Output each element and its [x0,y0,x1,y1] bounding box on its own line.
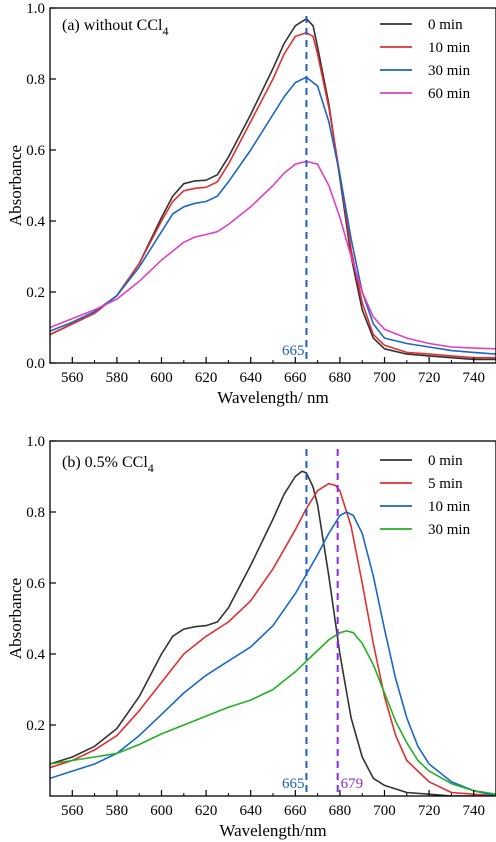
panel-a-y-tick-label: 0.4 [26,214,45,230]
panel-a-x-tick-label: 680 [329,370,352,386]
panel-b-x-tick-label: 680 [329,803,352,819]
panel-b-x-tick-label: 560 [61,803,84,819]
panel-a-ticks: 560 580 600 620 640 660 680 700 720 740 0.0 0.2 0.4 0… [26,1,496,386]
panel-a-y-axis-title: Absorbance [6,145,25,226]
panel-b-frame [49,440,496,797]
panel-a-x-axis-title: Wavelength/ nm [217,388,328,407]
panel-b-x-tick-label: 720 [418,803,441,819]
panel-a-x-tick-label: 640 [239,370,262,386]
panel-a-title: (a) without CCl4 [62,17,168,38]
panel-a-x-tick-label: 560 [61,370,84,386]
panel-b-ticks: 560 580 600 620 640 660 680 700 720 740 0.2 0.4 0.6 0… [26,434,496,819]
panel-a-y-tick-label: 0.2 [26,285,45,301]
panel-b-y-tick-label: 0.6 [26,576,45,592]
panel-b-legend: 0 min 5 min 10 min 30 min [380,453,471,538]
panel-a-series-60-min [50,160,496,350]
panel-b-x-tick-label: 740 [462,803,485,819]
panel-b-marker-label-679: 679 [341,776,364,792]
panel-a-legend-label: 10 min [428,40,471,56]
panel-b-x-axis-title: Wavelength/nm [219,821,326,840]
panel-a-legend-label: 0 min [428,17,463,33]
panel-b-x-tick-label: 660 [284,803,307,819]
panel-b-x-tick-label: 700 [373,803,396,819]
panel-b-y-tick-label: 0.8 [26,505,45,521]
panel-b-x-tick-label: 600 [150,803,173,819]
panel-b-x-tick-label: 580 [106,803,129,819]
panel-a-x-tick-label: 660 [284,370,307,386]
panel-a-legend: 0 min 10 min 30 min 60 min [380,17,471,102]
panel-a-legend-label: 60 min [428,86,471,102]
panel-b-legend-label: 5 min [428,476,463,492]
panel-a-marker-label-665: 665 [282,343,305,359]
panel-b: 665 679 560 580 600 620 640 660 680 700 720 740 0.2… [6,434,496,840]
panel-a-y-tick-label: 0.8 [26,72,45,88]
panel-b-plot-area: 665 679 [50,449,496,796]
panel-b-y-tick-label: 0.4 [26,647,45,663]
panel-b-legend-label: 30 min [428,522,471,538]
panel-a-y-tick-label: 1.0 [26,1,45,17]
panel-a-y-tick-label: 0.0 [26,356,45,372]
panel-a-x-tick-label: 620 [195,370,218,386]
panel-b-x-tick-label: 620 [195,803,218,819]
panel-b-series-10-min [50,511,496,796]
panel-b-series-0-min [50,470,496,796]
panel-b-x-tick-label: 640 [239,803,262,819]
panel-a-series-0-min [50,17,496,361]
panel-a-series-30-min [50,76,496,355]
panel-a-x-tick-label: 700 [373,370,396,386]
panel-b-legend-label: 10 min [428,499,471,515]
panel-a-y-tick-label: 0.6 [26,143,45,159]
panel-a: 665 560 580 600 620 640 660 680 700 720 740 0.0 0.2… [6,1,496,407]
panel-a-legend-label: 30 min [428,63,471,79]
panel-a-series-group [50,17,496,361]
panel-a-x-tick-label: 580 [106,370,129,386]
panel-a-plot-area: 665 [50,16,496,363]
panel-a-x-tick-label: 600 [150,370,173,386]
panel-a-series-10-min [50,31,496,359]
panel-b-series-group [50,470,496,796]
panel-a-x-tick-label: 720 [418,370,441,386]
panel-b-y-axis-title: Absorbance [6,578,25,659]
panel-b-y-tick-label: 1.0 [26,434,45,450]
panel-b-legend-label: 0 min [428,453,463,469]
panel-b-title: (b) 0.5% CCl4 [62,454,154,475]
panel-b-y-tick-label: 0.2 [26,718,45,734]
panel-b-series-30-min [50,630,496,795]
panel-b-marker-label-665: 665 [282,776,305,792]
panel-a-x-tick-label: 740 [462,370,485,386]
panel-b-series-5-min [50,482,496,796]
